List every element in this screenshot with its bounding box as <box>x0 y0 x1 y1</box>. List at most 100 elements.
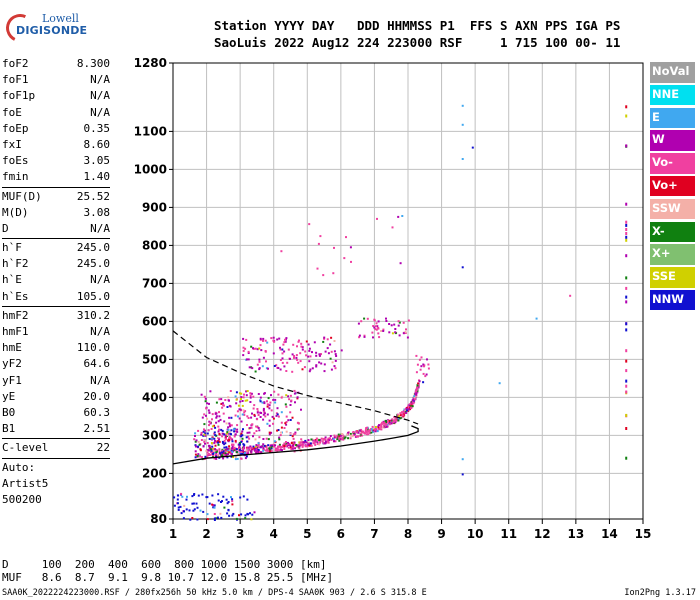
echo-point <box>258 368 261 371</box>
trace-point <box>207 453 210 455</box>
echo-point <box>240 513 243 516</box>
echo-point <box>266 341 269 344</box>
echo-point <box>311 367 314 370</box>
trace-point <box>381 421 384 424</box>
echo-point <box>372 325 375 327</box>
x-tick-label: 5 <box>303 527 311 541</box>
echo-point <box>208 411 211 414</box>
echo-point <box>273 365 276 367</box>
echo-point <box>426 358 428 361</box>
echo-point <box>194 435 196 437</box>
trace-point <box>265 446 268 449</box>
echo-point <box>240 396 243 399</box>
echo-point <box>224 399 227 401</box>
echo-point <box>204 455 207 458</box>
echo-point <box>230 437 232 440</box>
echo-point <box>262 337 265 340</box>
trace-point <box>286 443 289 445</box>
echo-point <box>285 421 288 423</box>
echo-point <box>226 512 229 515</box>
echo-point <box>625 295 628 299</box>
trace-point <box>405 411 408 414</box>
trace-point <box>372 427 375 430</box>
echo-point <box>250 426 253 429</box>
trace-point <box>359 435 362 437</box>
echo-point <box>363 334 366 337</box>
trace-point <box>416 386 419 389</box>
echo-point <box>323 363 326 366</box>
trace-point <box>395 419 398 422</box>
echo-point <box>183 510 185 513</box>
echo-point <box>242 428 244 431</box>
param-row: foF1p N/A <box>2 88 110 104</box>
echo-point <box>215 412 218 415</box>
echo-point <box>391 226 394 229</box>
param-name: h`F <box>2 241 22 255</box>
echo-point <box>293 441 296 444</box>
trace-point <box>324 438 327 441</box>
trace-point <box>382 420 385 423</box>
echo-point <box>214 439 216 442</box>
echo-point <box>224 437 227 440</box>
echo-point <box>285 423 288 426</box>
echo-point <box>299 360 302 363</box>
trace-point <box>314 443 317 446</box>
echo-point <box>266 405 269 408</box>
echo-point <box>195 439 198 442</box>
echo-point <box>193 508 196 511</box>
echo-point <box>202 434 205 437</box>
echo-point <box>213 441 216 444</box>
echo-point <box>222 412 225 415</box>
echo-point <box>283 365 286 368</box>
echo-point <box>229 390 232 392</box>
echo-point <box>222 404 225 407</box>
y-tick-label: 900 <box>142 200 167 214</box>
echo-point <box>229 423 231 426</box>
echo-point <box>199 509 202 512</box>
echo-point <box>259 416 262 418</box>
trace-point <box>367 433 370 436</box>
echo-point <box>177 506 180 509</box>
echo-point <box>293 355 296 357</box>
param-name: MUF(D) <box>2 189 42 203</box>
echo-point <box>211 436 214 439</box>
trace-point <box>399 414 402 417</box>
echo-point <box>265 360 267 363</box>
echo-point <box>243 393 245 396</box>
echo-point <box>247 350 250 353</box>
echo-point <box>397 215 400 218</box>
x-tick-label: 14 <box>601 527 618 541</box>
echo-point <box>250 345 253 348</box>
echo-point <box>222 441 224 444</box>
x-tick-label: 7 <box>370 527 378 541</box>
echo-point <box>258 436 261 439</box>
echo-point <box>210 437 213 440</box>
echo-point <box>204 442 206 445</box>
echo-point <box>406 336 409 339</box>
echo-point <box>296 345 298 348</box>
echo-point <box>257 443 260 446</box>
echo-point <box>228 445 231 448</box>
trace-point <box>385 421 388 424</box>
echo-point <box>335 355 338 357</box>
trace-point <box>388 423 391 426</box>
echo-point <box>267 397 270 400</box>
echo-point <box>199 455 201 458</box>
trace-point <box>318 439 321 442</box>
echo-point <box>330 350 333 353</box>
echo-point <box>236 430 239 433</box>
echo-point <box>212 504 215 507</box>
echo-point <box>256 363 259 366</box>
echo-point <box>285 405 288 408</box>
echo-point <box>228 430 231 433</box>
echo-point <box>307 355 310 358</box>
echo-point <box>280 426 283 429</box>
echo-point <box>334 359 337 362</box>
trace-point <box>394 421 397 424</box>
echo-point <box>254 438 257 441</box>
echo-point <box>535 317 538 320</box>
trace-point <box>252 445 255 448</box>
echo-point <box>231 445 234 448</box>
echo-point <box>245 390 248 393</box>
echo-point <box>296 396 299 399</box>
